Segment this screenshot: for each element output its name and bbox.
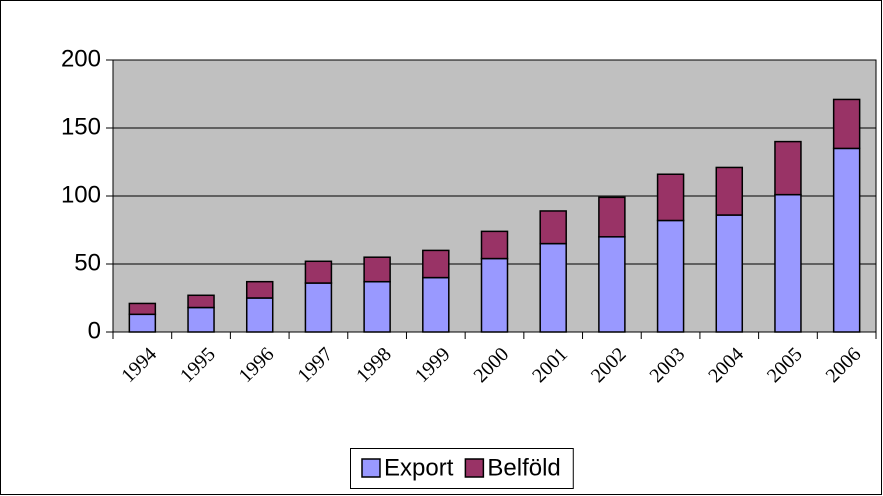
bar-segment — [539, 242, 567, 333]
bar-segment — [656, 219, 685, 333]
bar-segment — [774, 140, 802, 196]
y-tick-label: 100 — [61, 181, 101, 208]
y-tick-label: 200 — [61, 45, 101, 72]
bar-segment — [304, 260, 333, 284]
bar-segment — [245, 297, 274, 333]
bar-segment — [422, 276, 450, 333]
bar-segment — [832, 147, 861, 333]
bar-segment — [656, 173, 685, 222]
bar-segment — [363, 256, 391, 283]
bar-segment — [128, 302, 157, 316]
bar-segment — [187, 294, 215, 309]
legend-box — [350, 448, 574, 489]
legend-label: Belföld — [487, 454, 560, 481]
bar-segment — [598, 196, 626, 238]
bar-segment — [832, 98, 861, 150]
legend-swatch — [361, 458, 381, 478]
bar-segment — [480, 257, 509, 333]
bar-segment — [187, 306, 215, 333]
legend: Export Belföld — [350, 448, 574, 489]
bar-segment — [715, 214, 744, 333]
bar-segment — [363, 280, 391, 333]
y-tick-label: 50 — [74, 249, 101, 276]
bar-segment — [539, 210, 567, 245]
y-tick-label: 0 — [88, 317, 101, 344]
bar-segment — [304, 282, 333, 333]
bar-segment — [245, 280, 274, 299]
bar-segment — [128, 313, 157, 333]
legend-label: Export — [384, 454, 454, 481]
bar-segment — [480, 230, 509, 260]
bar-segment — [422, 249, 450, 279]
bar-segment — [598, 236, 626, 333]
y-tick-label: 150 — [61, 113, 101, 140]
legend-swatch — [464, 458, 485, 478]
bar-segment — [715, 166, 744, 216]
bar-segment — [774, 193, 802, 333]
